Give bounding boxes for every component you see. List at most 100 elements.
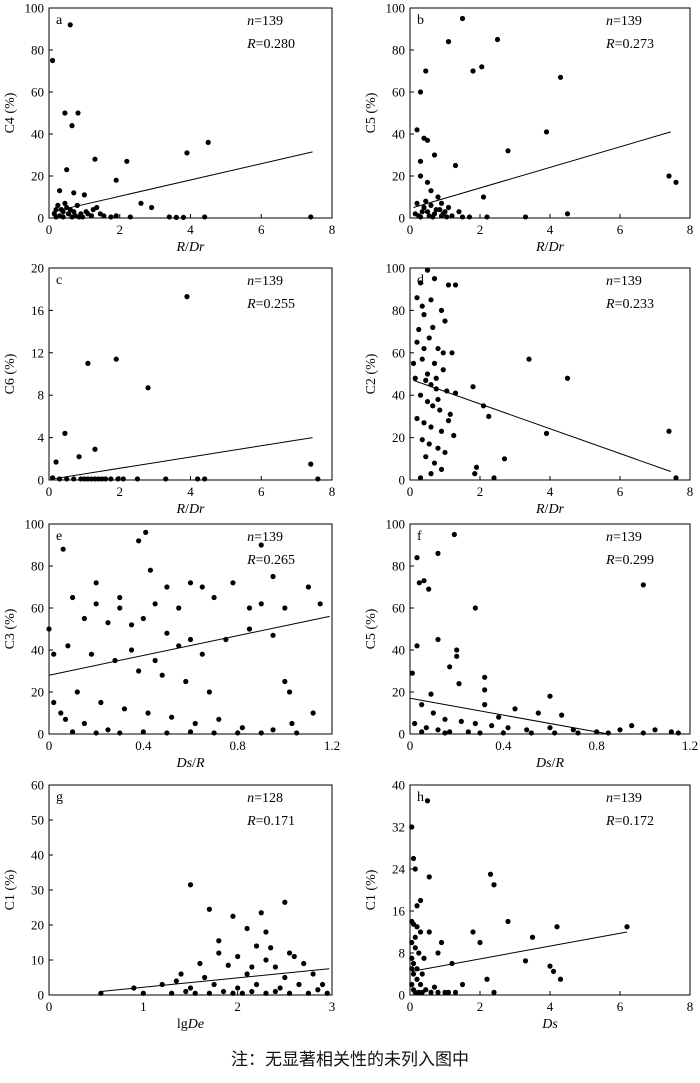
data-point <box>426 335 432 341</box>
panel-label: e <box>56 529 62 544</box>
stat-r: R=0.273 <box>605 37 654 52</box>
data-point <box>564 375 571 381</box>
x-axis-label-part: / <box>185 240 189 255</box>
data-point <box>445 39 452 45</box>
data-point <box>60 546 66 552</box>
data-point <box>183 988 189 995</box>
x-axis-label-part: Dr <box>188 502 205 517</box>
panel-label: g <box>56 790 63 805</box>
data-point <box>605 730 611 736</box>
stat-r: R=0.171 <box>246 814 295 829</box>
x-tick-label: 0 <box>407 222 414 237</box>
data-point <box>308 214 314 220</box>
data-point <box>472 720 478 727</box>
data-point <box>263 957 269 963</box>
stat-n-value: =139 <box>613 791 642 806</box>
stat-n: n=139 <box>606 14 642 29</box>
data-point <box>81 720 87 727</box>
data-point <box>230 580 236 586</box>
stat-r-symbol: R <box>246 553 256 568</box>
x-axis-label-part: / <box>545 240 549 255</box>
data-point <box>673 179 679 185</box>
data-point <box>69 594 76 601</box>
stat-n-value: =128 <box>254 791 283 806</box>
data-point <box>419 729 425 735</box>
data-point <box>184 150 190 156</box>
data-point <box>206 689 212 695</box>
data-point <box>147 567 154 573</box>
x-axis-label: R/Dr <box>535 502 565 517</box>
x-axis-label: Ds <box>541 1017 558 1032</box>
data-point <box>423 198 429 204</box>
data-point <box>435 345 441 352</box>
regression-line <box>413 379 671 472</box>
data-point <box>554 924 560 930</box>
stat-r-value: =0.299 <box>615 553 654 568</box>
y-axis-label: C5 (%) <box>364 608 379 649</box>
stat-n: n=139 <box>247 14 283 29</box>
data-point <box>430 324 436 330</box>
data-point <box>529 934 536 940</box>
data-point <box>164 584 170 590</box>
data-point <box>512 706 518 712</box>
data-point <box>194 476 201 482</box>
data-point <box>258 601 264 607</box>
data-point <box>489 723 495 729</box>
data-point <box>482 687 488 693</box>
stat-n-value: =139 <box>613 14 642 29</box>
data-point <box>410 960 417 967</box>
y-tick-label: 20 <box>392 685 405 700</box>
data-point <box>268 945 274 951</box>
data-point <box>178 971 184 977</box>
data-point <box>324 990 330 996</box>
data-point <box>465 729 471 735</box>
data-point <box>67 22 73 28</box>
data-point <box>286 950 293 956</box>
data-point <box>552 730 558 736</box>
data-point <box>522 958 529 964</box>
data-point <box>277 985 283 991</box>
data-points <box>98 882 330 996</box>
data-point <box>49 57 56 64</box>
y-tick-label: 0 <box>38 211 45 226</box>
data-point <box>49 475 56 481</box>
data-point <box>491 475 497 481</box>
x-axis-label: R/Dr <box>535 240 565 255</box>
data-point <box>419 437 425 443</box>
data-point <box>169 714 175 720</box>
data-point <box>202 214 208 220</box>
x-tick-label: 1 <box>140 999 147 1014</box>
stat-n-value: =139 <box>254 14 283 29</box>
data-point <box>421 345 427 352</box>
data-point <box>113 356 119 362</box>
data-point <box>416 950 422 956</box>
x-axis-label-part: / <box>552 756 556 771</box>
x-axis-label: R/Dr <box>175 502 205 517</box>
data-point <box>414 339 420 345</box>
regression-line <box>52 151 313 213</box>
data-point <box>71 476 77 482</box>
data-point <box>294 730 300 736</box>
data-point <box>51 651 57 657</box>
data-point <box>145 385 151 391</box>
data-point <box>412 945 418 951</box>
data-point <box>484 214 490 220</box>
data-point <box>449 960 455 967</box>
y-axis-label: C1 (%) <box>364 869 379 910</box>
data-point <box>272 988 278 995</box>
y-tick-label: 40 <box>392 127 405 142</box>
data-point <box>547 725 553 731</box>
data-point <box>124 158 130 164</box>
x-axis-label-part: R <box>535 240 545 255</box>
data-point <box>449 213 455 219</box>
data-point <box>526 356 532 362</box>
data-point <box>430 403 436 409</box>
data-point <box>652 727 658 733</box>
data-point <box>447 664 453 670</box>
data-point <box>85 360 91 366</box>
data-point <box>428 471 434 477</box>
stat-r-value: =0.172 <box>615 814 654 829</box>
data-point <box>166 214 172 220</box>
